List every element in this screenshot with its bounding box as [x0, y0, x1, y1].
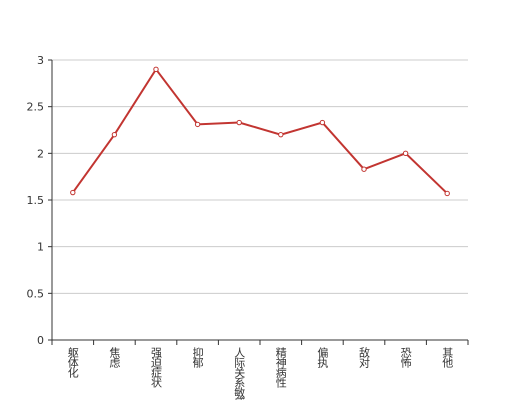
x-tick-label: 抑郁: [191, 346, 204, 368]
x-tick-label: 精神病性: [274, 347, 287, 389]
y-tick-label: 1: [37, 241, 44, 254]
point: [402, 150, 409, 157]
x-tick-label: 其他: [441, 347, 454, 368]
point: [153, 66, 159, 73]
point: [319, 119, 326, 126]
x-tick-label: 人际关系敏感: [233, 347, 246, 400]
point: [361, 166, 367, 172]
x-tick-label: 躯体化: [66, 347, 79, 379]
x-tick-label: 偏执: [316, 346, 329, 369]
y-tick-label: 3: [37, 54, 44, 67]
x-tick-label: 敌对: [358, 346, 371, 368]
line: [71, 67, 448, 195]
y-tick-label: 0: [37, 334, 44, 347]
y-tick-label: 2.5: [27, 101, 45, 114]
point: [194, 121, 201, 128]
point: [236, 119, 242, 126]
point: [70, 189, 76, 196]
x-tick-label: 焦虑: [108, 347, 121, 368]
y-tick-label: 1.5: [27, 194, 45, 207]
point: [444, 190, 450, 197]
x-tick-label: 强迫症状: [150, 347, 163, 388]
y-tick-label: 2: [37, 147, 44, 160]
x-tick-label: 恐怖: [399, 347, 412, 368]
point: [278, 131, 284, 138]
point: [111, 131, 118, 138]
y-tick-label: 0.5: [27, 287, 45, 300]
